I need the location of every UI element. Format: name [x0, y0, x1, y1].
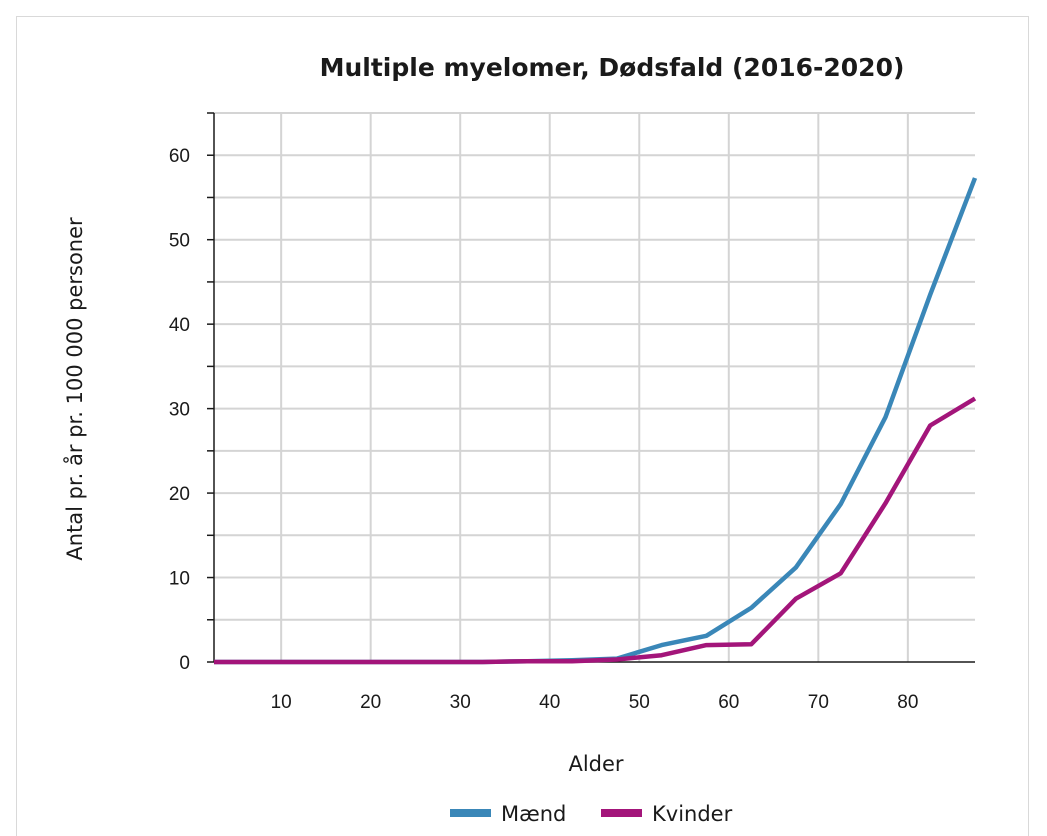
x-tick-label: 20 — [360, 692, 381, 713]
legend-label: Mænd — [501, 802, 566, 826]
y-tick-label: 50 — [169, 231, 190, 252]
grid — [214, 112, 975, 662]
x-tick-label: 80 — [897, 692, 918, 713]
x-tick-label: 40 — [539, 692, 560, 713]
y-tick-label: 20 — [169, 484, 190, 505]
chart-frame — [16, 16, 1029, 836]
legend: Mænd Kvinder — [450, 802, 733, 826]
chart-title: Multiple myelomer, Dødsfald (2016-2020) — [320, 53, 905, 82]
series-line-mænd — [214, 177, 978, 665]
y-tick-label: 60 — [169, 146, 190, 167]
x-tick-label: 60 — [718, 692, 739, 713]
x-tick-label: 30 — [450, 692, 471, 713]
x-tick-label: 50 — [629, 692, 650, 713]
y-tick-label: 10 — [169, 569, 190, 590]
x-axis-title: Alder — [568, 752, 623, 776]
y-axis-title: Antal pr. år pr. 100 000 personer — [62, 217, 87, 561]
legend-swatch — [450, 809, 491, 817]
x-tick-label: 70 — [808, 692, 829, 713]
y-tick-label: 0 — [179, 653, 190, 674]
x-tick-label: 10 — [271, 692, 292, 713]
legend-swatch — [601, 809, 642, 817]
y-tick-label: 40 — [169, 315, 190, 336]
series-line-kvinder — [214, 396, 977, 665]
axes: 0 10 20 30 40 50 60 10 20 30 40 50 60 70 80 — [169, 112, 975, 713]
legend-label: Kvinder — [652, 802, 733, 826]
series-lines — [214, 177, 978, 665]
y-tick-label: 30 — [169, 400, 190, 421]
